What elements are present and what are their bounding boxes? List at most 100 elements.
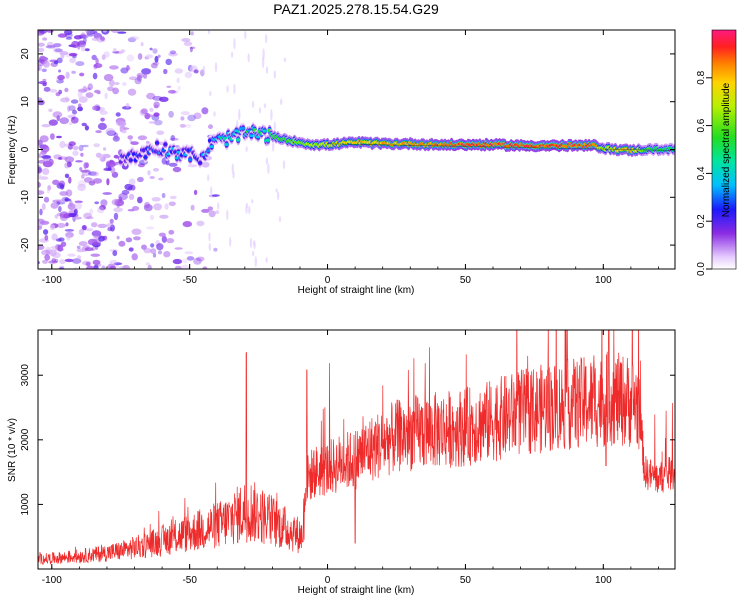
noise-blob — [64, 143, 69, 147]
noise-blob — [157, 250, 163, 255]
noise-blob — [113, 207, 123, 213]
noise-blob — [67, 203, 76, 210]
noise-blob — [265, 257, 268, 263]
noise-blob — [77, 179, 86, 187]
noise-blob — [127, 208, 135, 212]
noise-blob — [149, 176, 155, 179]
noise-blob — [102, 192, 112, 195]
noise-blob — [208, 242, 211, 252]
noise-blob — [210, 186, 213, 198]
spectrogram-y-label: Frequency (Hz) — [7, 116, 18, 185]
noise-blob — [48, 119, 58, 126]
noise-blob — [57, 199, 66, 203]
noise-blob — [94, 244, 99, 250]
noise-blob — [103, 51, 110, 58]
colorbar: 0.0 0.2 0.4 0.6 0.8 Normalized spectral ampl… — [696, 29, 737, 276]
noise-blob — [121, 82, 127, 86]
noise-blob — [77, 40, 87, 48]
noise-blob — [174, 247, 183, 250]
noise-blob — [166, 85, 172, 89]
noise-blob — [158, 177, 164, 181]
noise-blob — [67, 143, 73, 150]
noise-blob — [105, 128, 116, 135]
noise-blob — [50, 202, 59, 209]
noise-blob — [50, 246, 58, 249]
noise-blob — [125, 237, 133, 243]
noise-blob — [152, 48, 158, 54]
noise-blob — [88, 171, 97, 176]
colorbar-gradient — [711, 29, 737, 270]
noise-blob — [49, 224, 56, 230]
noise-blob — [68, 122, 73, 125]
noise-blob — [116, 235, 120, 240]
ridge-cell — [224, 143, 229, 146]
noise-blob — [137, 135, 148, 141]
noise-blob — [43, 229, 49, 235]
noise-blob — [161, 235, 167, 243]
ridge-cell — [128, 159, 133, 162]
noise-blob — [145, 54, 154, 59]
noise-blob — [70, 99, 79, 104]
noise-blob — [128, 193, 135, 200]
noise-blob — [207, 30, 211, 35]
x-tick-label: 50 — [460, 275, 472, 286]
noise-blob — [131, 228, 142, 235]
noise-blob — [189, 46, 193, 53]
noise-blob — [76, 245, 81, 249]
noise-blob — [172, 166, 182, 173]
noise-blob — [57, 201, 66, 205]
noise-blob — [81, 122, 87, 127]
noise-blob — [38, 176, 49, 180]
noise-blob — [265, 157, 269, 165]
noise-blob — [77, 183, 86, 192]
noise-blob — [65, 96, 70, 102]
noise-blob — [253, 240, 256, 246]
noise-blob — [59, 141, 66, 149]
noise-blob — [109, 265, 116, 269]
noise-blob — [54, 48, 63, 53]
noise-blob — [152, 61, 160, 66]
noise-blob — [80, 152, 84, 157]
noise-blob — [113, 262, 123, 266]
noise-blob — [202, 266, 208, 269]
noise-blob — [146, 140, 150, 145]
noise-blob — [245, 205, 248, 215]
noise-blob — [80, 45, 86, 52]
noise-blob — [85, 92, 94, 98]
noise-blob — [77, 255, 82, 260]
noise-blob — [101, 265, 106, 269]
noise-blob — [80, 32, 86, 39]
noise-blob — [184, 251, 194, 255]
noise-blob — [254, 256, 257, 268]
noise-blob — [72, 216, 82, 220]
noise-blob — [97, 206, 105, 214]
noise-blob — [52, 179, 60, 185]
noise-blob — [51, 258, 57, 263]
noise-blob — [67, 105, 71, 112]
noise-blob — [181, 258, 188, 264]
noise-blob — [208, 124, 213, 130]
noise-blob — [74, 202, 83, 210]
noise-blob — [273, 70, 276, 79]
colorbar-tick-label: 0.6 — [696, 118, 707, 132]
noise-blob — [64, 162, 70, 169]
noise-blob — [73, 35, 83, 40]
x-tick-label: 50 — [460, 575, 472, 586]
y-tick-label: 2000 — [20, 428, 31, 451]
colorbar-tick-label: 0.4 — [696, 166, 707, 180]
noise-blob — [153, 112, 160, 117]
noise-blob — [149, 47, 153, 51]
noise-blob — [50, 133, 55, 140]
noise-blob — [168, 201, 176, 207]
noise-blob — [68, 53, 78, 57]
noise-blob — [118, 193, 128, 201]
noise-blob — [93, 264, 99, 269]
noise-blob — [59, 259, 66, 265]
noise-blob — [163, 251, 171, 258]
noise-blob — [144, 201, 151, 209]
ridge-cell — [163, 143, 168, 146]
noise-blob — [72, 109, 77, 115]
noise-blob — [39, 208, 43, 216]
noise-blob — [40, 145, 50, 153]
noise-blob — [79, 72, 85, 77]
